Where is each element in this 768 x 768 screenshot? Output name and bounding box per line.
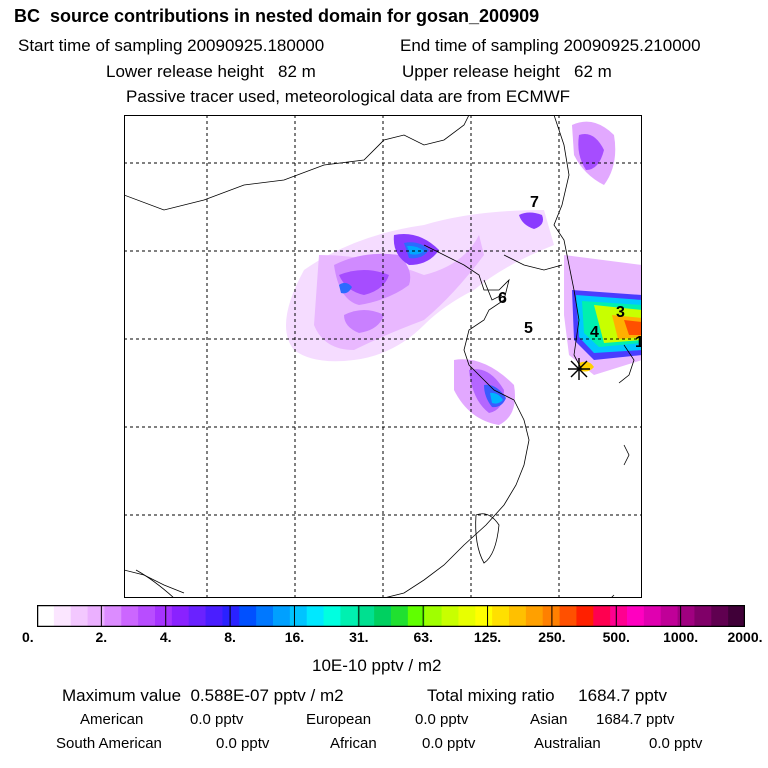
region-label-3: 3	[616, 304, 625, 321]
region-value-european: 0.0 pptv	[415, 711, 469, 728]
legend-tick-label: 500.	[602, 629, 630, 645]
color-legend	[37, 605, 745, 627]
legend-swatch	[239, 605, 257, 627]
maximum-value: Maximum value 0.588E-07 pptv / m2	[62, 686, 344, 705]
legend-tick-label: 250.	[538, 629, 566, 645]
legend-tick-label: 125.	[473, 629, 502, 645]
legend-swatch	[357, 605, 375, 627]
legend-swatch	[256, 605, 274, 627]
receptor-star-icon	[568, 358, 590, 380]
legend-swatch	[475, 605, 493, 627]
legend-swatch	[576, 605, 594, 627]
region-name-american: American	[80, 711, 144, 728]
start-time: Start time of sampling 20090925.180000	[18, 36, 325, 55]
legend-tick-label: 16.	[284, 629, 305, 645]
legend-tick-label: 0.	[22, 629, 34, 645]
legend-tick-label: 2000.	[727, 629, 763, 645]
legend-swatch	[391, 605, 409, 627]
legend-swatch	[728, 605, 745, 627]
legend-swatch	[104, 605, 122, 627]
legend-tick-label: 1000.	[663, 629, 699, 645]
legend-swatch	[458, 605, 476, 627]
region-name-south-american: South American	[56, 735, 162, 752]
legend-swatch	[643, 605, 662, 627]
total-mixing-ratio: Total mixing ratio 1684.7 pptv	[427, 686, 668, 705]
region-label-1: 1	[635, 334, 642, 351]
legend-tick-label: 8.	[224, 629, 236, 645]
region-label-4: 4	[590, 324, 599, 341]
region-name-african: African	[330, 735, 377, 752]
legend-swatch	[407, 605, 426, 627]
region-name-asian: Asian	[530, 711, 568, 728]
tracer-note: Passive tracer used, meteorological data…	[126, 87, 571, 106]
legend-tick-label: 63.	[413, 629, 433, 645]
legend-tick-label: 4.	[159, 629, 172, 645]
legend-swatch	[542, 605, 561, 627]
legend-swatch	[374, 605, 392, 627]
figure-title: BC source contributions in nested domain…	[14, 6, 540, 26]
region-value-american: 0.0 pptv	[190, 711, 244, 728]
legend-swatch	[205, 605, 223, 627]
legend-swatch	[593, 605, 611, 627]
legend-swatch	[627, 605, 645, 627]
legend-swatch	[323, 605, 341, 627]
legend-swatch	[694, 605, 712, 627]
end-time: End time of sampling 20090925.210000	[400, 36, 701, 55]
legend-tick-label: 31.	[349, 629, 369, 645]
legend-swatch	[492, 605, 510, 627]
plume-field	[286, 121, 642, 425]
region-value-australian: 0.0 pptv	[649, 735, 703, 752]
region-value-asian: 1684.7 pptv	[596, 711, 675, 728]
legend-swatch	[340, 605, 358, 627]
legend-swatch	[525, 605, 544, 627]
coastlines	[124, 115, 635, 598]
legend-swatch	[53, 605, 72, 627]
legend-swatch	[559, 605, 577, 627]
region-name-european: European	[306, 711, 372, 728]
legend-swatch	[171, 605, 190, 627]
region-label-5: 5	[524, 320, 533, 337]
legend-swatch	[441, 605, 459, 627]
legend-swatch	[188, 605, 207, 627]
source-contribution-map: 7 6 5 4 3 1	[124, 115, 642, 598]
legend-swatch	[289, 605, 308, 627]
legend-swatch	[306, 605, 325, 627]
legend-swatch	[677, 605, 695, 627]
legend-swatch	[660, 605, 679, 627]
region-label-7: 7	[530, 194, 539, 211]
region-value-south-american: 0.0 pptv	[216, 735, 270, 752]
legend-swatch	[222, 605, 240, 627]
region-value-african: 0.0 pptv	[422, 735, 476, 752]
legend-unit: 10E-10 pptv / m2	[312, 656, 442, 675]
lat-lon-grid	[124, 115, 642, 598]
legend-swatch	[138, 605, 156, 627]
legend-swatch	[610, 605, 628, 627]
upper-release-height: Upper release height 62 m	[402, 62, 612, 81]
legend-swatch	[121, 605, 139, 627]
region-name-australian: Australian	[534, 735, 601, 752]
legend-swatch	[155, 605, 173, 627]
region-label-6: 6	[498, 290, 507, 307]
legend-swatch	[70, 605, 89, 627]
legend-swatch	[87, 605, 105, 627]
legend-swatch	[509, 605, 527, 627]
legend-swatch	[37, 605, 55, 627]
legend-swatch	[273, 605, 291, 627]
legend-swatch	[424, 605, 443, 627]
lower-release-height: Lower release height 82 m	[106, 62, 316, 81]
legend-swatch	[711, 605, 729, 627]
legend-tick-label: 2.	[95, 629, 108, 645]
